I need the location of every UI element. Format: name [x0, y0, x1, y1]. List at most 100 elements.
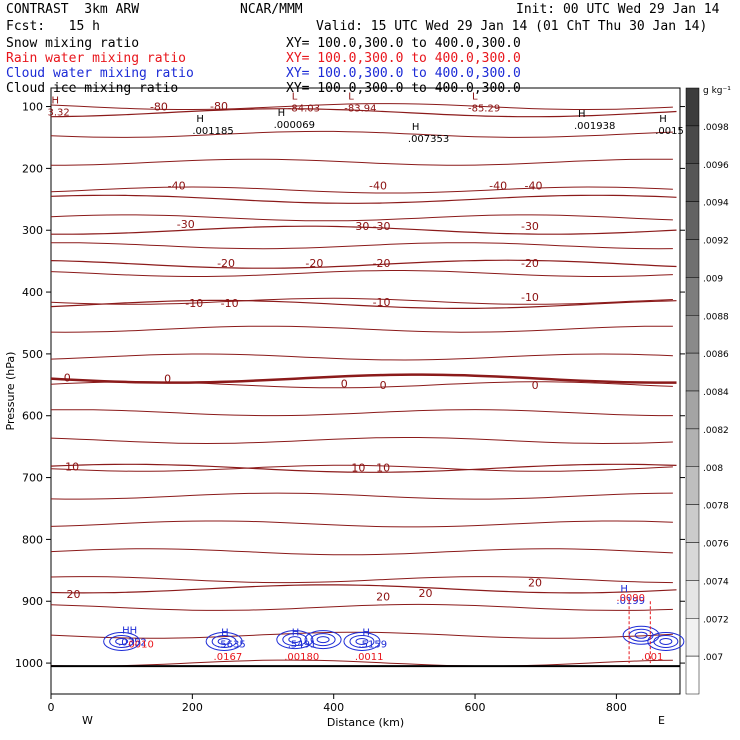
- extremum-value: .0090: [616, 593, 645, 604]
- colorbar-tick-label: .009: [703, 274, 723, 284]
- cloud-water-contour: [634, 631, 648, 639]
- isotherm-line: [50, 464, 673, 472]
- extremum-mark: L: [472, 91, 478, 102]
- colorbar-swatch: [685, 239, 700, 278]
- contour-label: -40: [525, 180, 543, 193]
- isotherm-line: [50, 270, 673, 277]
- y-tick-label: 1000: [15, 657, 43, 670]
- isotherm-line: [51, 242, 673, 250]
- extremum-value: .0010: [125, 639, 154, 650]
- cloud-water-contour: [349, 634, 375, 648]
- y-tick-label: 700: [22, 472, 43, 485]
- x-tick-label: 0: [48, 701, 55, 714]
- extremum-value: .007353: [408, 134, 449, 145]
- isotherm-line: [50, 214, 673, 222]
- west-label: W: [82, 714, 93, 727]
- isotherm-0: [50, 373, 677, 384]
- colorbar-swatch: [685, 315, 700, 354]
- cloud-water-contour: [316, 636, 330, 644]
- extremum-mark: L: [348, 91, 354, 102]
- valid-time: Valid: 15 UTC Wed 29 Jan 14 (01 ChT Thu …: [316, 19, 708, 34]
- contour-label: 0: [380, 379, 387, 392]
- isotherm--80: [50, 108, 677, 118]
- contour-label: -30: [521, 220, 539, 233]
- extremum-value: .001185: [192, 126, 233, 137]
- extremum-mark: H: [51, 96, 59, 107]
- cloud-water-contour: [103, 631, 141, 651]
- extremum-value: -83.94: [344, 103, 376, 114]
- x-axis-label: Distance (km): [327, 716, 404, 729]
- colorbar-swatch: [685, 390, 700, 430]
- extremum-value: .0015: [655, 126, 684, 137]
- extremum-value: .5635: [217, 639, 246, 650]
- isotherm-line: [50, 353, 673, 361]
- cloud-water-contour: [288, 636, 302, 644]
- extremum-mark: H: [196, 114, 204, 125]
- extremum-value: 3.32: [47, 108, 69, 119]
- isotherm-line: [50, 297, 673, 305]
- isotherm-line: [50, 325, 673, 333]
- colorbar-tick-label: .008: [703, 464, 723, 474]
- forecast-hour: Fcst: 15 h: [6, 19, 100, 34]
- contour-label: 0: [64, 371, 71, 384]
- isotherm-20: [50, 584, 677, 594]
- extremum-mark: H: [659, 114, 667, 125]
- contour-label: -80: [150, 101, 168, 114]
- colorbar-swatch: [685, 277, 700, 316]
- contour-label: 10: [376, 462, 390, 475]
- contour-label: -10: [521, 291, 539, 304]
- field-snow-name: Snow mixing ratio: [6, 36, 140, 51]
- model-title: CONTRAST 3km ARW: [6, 2, 140, 17]
- contour-label: 0: [532, 379, 539, 392]
- isotherm--40: [50, 194, 677, 204]
- extremum-value: .0199: [616, 596, 645, 607]
- isotherm-line: [50, 103, 673, 110]
- contour-label: -40: [489, 180, 507, 193]
- field-rain-xy: XY= 100.0,300.0 to 400.0,300.0: [286, 51, 521, 66]
- contour-label: 10: [351, 462, 365, 475]
- contour-label: 0: [164, 373, 171, 386]
- contour-label: -20: [305, 257, 323, 270]
- x-tick-label: 800: [606, 701, 627, 714]
- cloud-water-contour: [647, 631, 685, 651]
- init-time: Init: 00 UTC Wed 29 Jan 14: [516, 2, 720, 17]
- isotherm-10: [50, 463, 677, 473]
- isotherm-line: [50, 186, 673, 194]
- colorbar-swatch: [685, 618, 700, 657]
- contour-label: -30: [373, 220, 391, 233]
- x-tick-label: 600: [465, 701, 486, 714]
- y-tick-label: 100: [22, 101, 43, 114]
- contour-label: -10: [373, 296, 391, 309]
- contour-label: -30: [351, 220, 369, 233]
- extremum-value: .5491: [288, 639, 317, 650]
- field-rain-name: Rain water mixing ratio: [6, 51, 187, 66]
- contour-label: 20: [419, 587, 433, 600]
- extremum-value: .0011: [355, 652, 384, 663]
- plot-frame: [50, 87, 681, 695]
- field-cloudwater-name: Cloud water mixing ratio: [6, 66, 194, 81]
- cloud-water-contour: [115, 637, 129, 645]
- isotherm-line: [50, 576, 673, 584]
- contour-label: 20: [67, 588, 81, 601]
- y-tick-label: 600: [22, 410, 43, 423]
- contour-label: -10: [221, 297, 239, 310]
- colorbar-swatch: [685, 580, 700, 619]
- contour-label: -20: [217, 257, 235, 270]
- colorbar-tick-label: .0072: [703, 615, 729, 625]
- contour-label: -10: [185, 297, 203, 310]
- colorbar: .0098 .0096 .0094 .0092 .009 .0088 .0086 .0084.…: [685, 86, 731, 695]
- isotherm--10: [50, 299, 677, 309]
- y-tick-label: 800: [22, 533, 43, 546]
- isotherm--20: [50, 259, 677, 269]
- field-cloudwater-xy: XY= 100.0,300.0 to 400.0,300.0: [286, 66, 521, 81]
- extremum-mark: H: [292, 627, 300, 638]
- colorbar-tick-label: .0094: [703, 199, 729, 209]
- y-tick-label: 500: [22, 348, 43, 361]
- isotherm-line: [50, 437, 673, 445]
- colorbar-tick-label: .0082: [703, 426, 729, 436]
- y-tick-label: 400: [22, 286, 43, 299]
- extremum-value: .000069: [274, 120, 315, 131]
- extremum-value: .5159: [358, 639, 387, 650]
- cloud-water-contour: [217, 637, 231, 645]
